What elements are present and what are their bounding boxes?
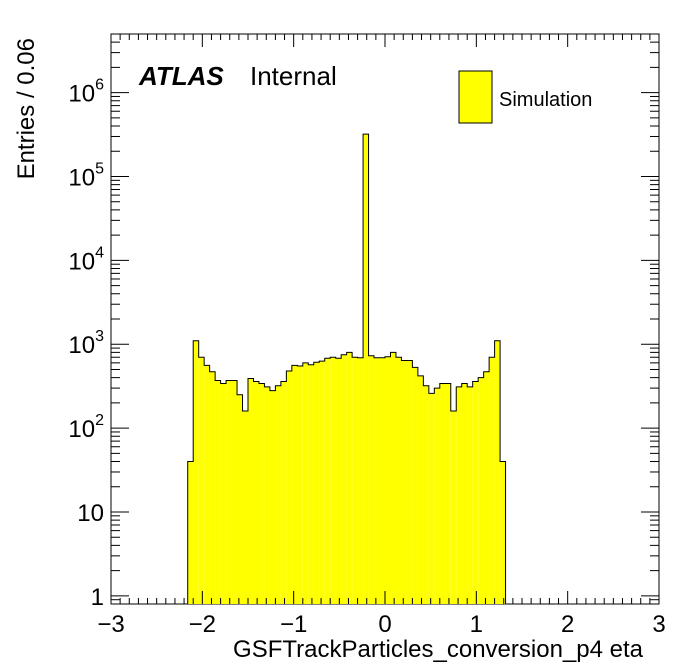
y-tick-label: 106 [68,77,104,108]
histogram-bar [483,371,490,604]
histogram-bar [467,386,473,604]
x-tick-label: 3 [652,611,665,638]
histogram-bar [248,378,254,604]
histogram-bar [346,352,353,604]
histogram-bar [401,360,407,604]
histogram-bar [489,357,495,604]
histogram-bar [302,362,309,604]
y-tick-label: 10 [77,500,104,527]
histogram-bar [472,381,479,604]
histogram-bar [368,355,375,604]
histogram-bar [242,411,248,604]
histogram-bar [280,381,287,604]
histogram-bar [319,361,325,604]
x-tick-label: −2 [189,611,216,638]
histogram-bar [209,371,216,604]
histogram-bar [406,360,413,604]
histogram-bar [237,394,243,604]
histogram-bar [330,357,336,604]
histogram-bar [275,385,281,604]
legend-label: Simulation [499,89,592,111]
x-tick-label: 1 [470,611,483,638]
histogram-bar [193,340,199,604]
x-tick-label: −1 [280,611,307,638]
histogram-bar [286,370,292,604]
histogram-bar [395,357,402,604]
histogram-bar [390,352,396,604]
x-tick-label: 0 [378,611,391,638]
histogram-bars [187,133,507,605]
y-tick-label: 103 [68,328,104,359]
histogram-bar [478,377,484,604]
histogram-bar [204,365,210,604]
histogram-bar [198,357,205,604]
internal-label: Internal [250,61,337,91]
x-axis-label: GSFTrackParticles_conversion_p4 eta [233,636,644,663]
y-tick-label: 104 [68,244,104,275]
y-axis-ticks: 1 10 102 103 104 105 106 [68,33,659,611]
y-tick-label: 105 [68,161,104,192]
histogram-bar [423,385,429,604]
histogram-bar [231,380,238,604]
histogram-bar [215,380,221,604]
atlas-label: ATLAS [138,61,224,91]
histogram-bar [297,366,303,604]
histogram-bar [450,411,457,604]
histogram-bar [412,367,418,604]
histogram-bar [341,354,347,604]
histogram-bar [494,340,501,604]
histogram-outline [187,133,507,604]
y-tick-label: 1 [91,584,104,611]
histogram-bar [417,375,424,604]
histogram-bar [258,383,265,604]
histogram-bar [220,383,227,604]
x-tick-label: −3 [97,611,124,638]
x-tick-label: 2 [561,611,574,638]
histogram-bar [352,357,358,604]
histogram-bar [461,383,468,604]
histogram-bar [226,380,232,604]
histogram-bar [500,461,506,604]
histogram-bar [385,356,391,604]
legend-swatch [458,70,493,124]
y-tick-label: 102 [68,412,104,443]
histogram-bar [456,386,462,604]
histogram-bar [439,383,446,604]
histogram-bar [335,358,342,604]
histogram-bar [379,357,385,604]
histogram-bar [187,461,194,604]
histogram-bar [313,362,320,604]
histogram-bar [363,134,369,605]
histogram-bar [264,386,270,604]
histogram-bar [324,358,331,604]
x-axis-ticks: −3 −2 −1 0 1 2 3 [97,34,666,638]
histogram-bar [308,364,314,604]
histogram-bar [428,393,435,604]
histogram-bar [269,390,276,604]
histogram-bar [434,388,440,604]
histogram-bar [374,357,380,604]
histogram-bar [357,357,364,604]
histogram-bar [253,381,259,604]
histogram-bar [291,365,298,604]
histogram-bar [445,383,451,604]
y-axis-label: Entries / 0.06 [13,38,40,179]
